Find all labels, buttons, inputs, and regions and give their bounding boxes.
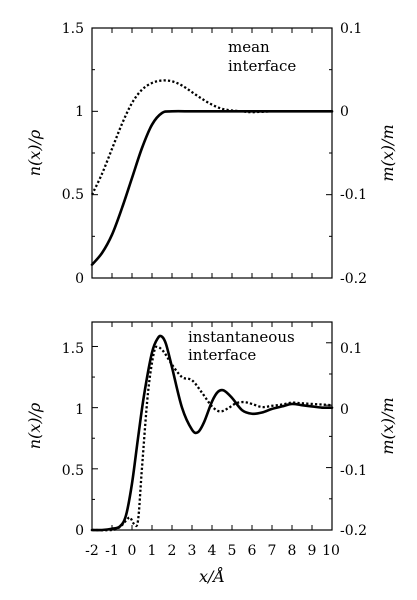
- x-tick-label: -1: [105, 543, 119, 559]
- x-tick-label: 0: [128, 543, 137, 559]
- annotation-line-1: instantaneous: [188, 328, 295, 346]
- y-tick-left-top: 0.5: [62, 187, 84, 203]
- x-tick-label: 7: [268, 543, 277, 559]
- density-line-mean: [90, 109, 334, 266]
- x-tick-label: 8: [288, 543, 297, 559]
- x-axis-label: x/Å: [199, 566, 225, 586]
- y-tick-right-top: 0: [340, 104, 349, 120]
- magnetization-line-instantaneous: [91, 345, 333, 532]
- x-tick-label: 2: [168, 543, 177, 559]
- y-tick-right-top: 0.1: [340, 21, 362, 37]
- y-tick-right-top: -0.2: [340, 271, 367, 287]
- y-axis-label-left-top: n(x)/ρ: [25, 129, 44, 176]
- y-tick-right-bottom: 0: [340, 402, 349, 418]
- y-tick-left-top: 0: [75, 271, 84, 287]
- x-tick-label: 6: [248, 543, 257, 559]
- panel-instantaneous-interface: 1.5 1 0.5 0 0.1 0 -0.1 -0.2 -2 -1 0 1 2 …: [25, 321, 397, 586]
- y-tick-left-top: 1.5: [62, 21, 84, 37]
- x-tick-label: 9: [308, 543, 317, 559]
- y-tick-right-bottom: -0.1: [340, 463, 367, 479]
- annotation-line-1: mean: [228, 38, 270, 56]
- y-tick-right-top: -0.1: [340, 187, 367, 203]
- y-axis-label-right-top: m(x)/m: [378, 124, 397, 181]
- x-tick-label: -2: [85, 543, 99, 559]
- y-tick-left-bottom: 0.5: [62, 463, 84, 479]
- y-axis-label-left-bottom: n(x)/ρ: [25, 402, 44, 449]
- annotation-line-2: interface: [188, 346, 256, 364]
- tick-marks-bottom: [91, 322, 333, 531]
- x-tick-label: 5: [228, 543, 237, 559]
- x-tick-label: 4: [208, 543, 217, 559]
- y-tick-left-bottom: 1: [75, 402, 84, 418]
- density-line-instantaneous: [90, 334, 334, 532]
- x-tick-label: 3: [188, 543, 197, 559]
- y-tick-left-top: 1: [75, 104, 84, 120]
- x-tick-labels: -2 -1 0 1 2 3 4 5 6 7 8 9 10: [85, 543, 340, 559]
- panel-mean-interface: 1.5 1 0.5 0 0.1 0 -0.1 -0.2 n(x)/ρ m(x)/…: [25, 21, 397, 287]
- y-tick-right-bottom: 0.1: [340, 341, 362, 357]
- annotation-line-2: interface: [228, 57, 296, 75]
- y-tick-right-bottom: -0.2: [340, 523, 367, 539]
- x-tick-label: 10: [322, 543, 340, 559]
- y-axis-label-right-bottom: m(x)/m: [378, 397, 397, 454]
- magnetization-line-mean: [90, 79, 332, 196]
- y-tick-left-bottom: 0: [75, 523, 84, 539]
- x-tick-label: 1: [148, 543, 157, 559]
- y-tick-left-bottom: 1.5: [62, 341, 84, 357]
